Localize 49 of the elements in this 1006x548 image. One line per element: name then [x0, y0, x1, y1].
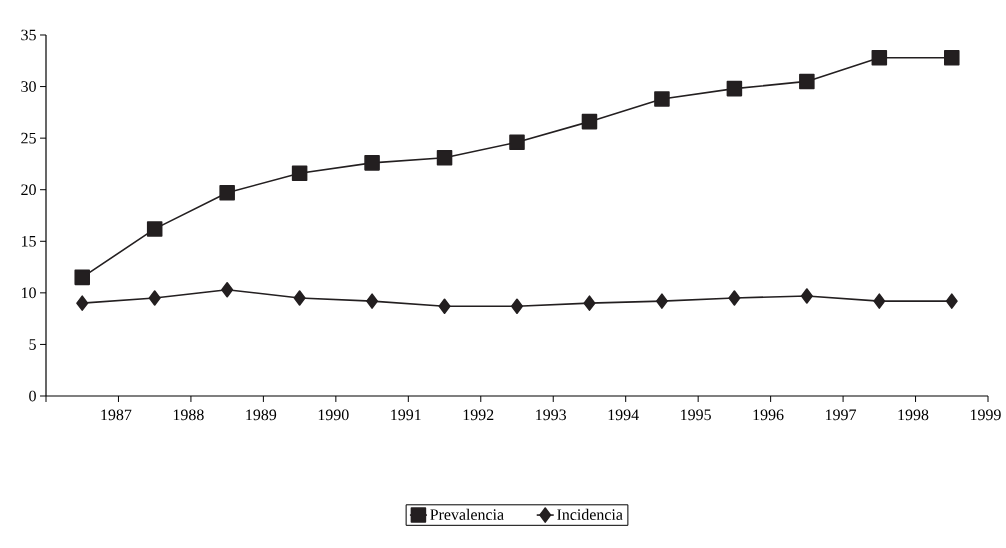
point [293, 290, 306, 306]
x-tick-label: 1989 [246, 409, 277, 421]
y-tick-label: 30 [21, 81, 36, 92]
x-tick-label: 1991 [391, 409, 421, 421]
point [510, 298, 524, 315]
x-tick-label: 1992 [463, 409, 494, 421]
point [438, 298, 451, 315]
point [655, 293, 668, 309]
point [436, 149, 453, 166]
point [800, 288, 813, 304]
point [581, 113, 598, 130]
x-tick-label: 1998 [898, 409, 929, 421]
point [366, 293, 379, 309]
y-tick-label: 10 [21, 287, 36, 299]
point [726, 80, 743, 97]
point [654, 91, 670, 107]
x-tick-label: 1997 [826, 409, 857, 421]
point [221, 281, 234, 298]
x-tick-label: 1990 [318, 409, 349, 421]
y-tick-label: 20 [21, 184, 36, 196]
x-tick-label: 1987 [101, 409, 132, 421]
x-tick-label: 1999 [970, 409, 1001, 421]
point [944, 49, 960, 66]
point [728, 290, 741, 306]
x-tick-label: 1988 [173, 409, 204, 421]
y-tick-label: 35 [21, 29, 36, 41]
y-tick-label: 0 [29, 390, 36, 402]
point [945, 293, 958, 309]
point [871, 49, 888, 66]
point [291, 165, 308, 181]
point [74, 269, 91, 286]
legend-label: Prevalencia [430, 508, 504, 520]
point [76, 295, 89, 311]
point [146, 221, 163, 237]
x-tick-label: 1993 [536, 409, 567, 421]
point [364, 155, 380, 171]
y-tick-label: 25 [21, 132, 36, 144]
point [873, 293, 886, 309]
point [799, 73, 815, 90]
point [509, 134, 525, 151]
x-tick-label: 1995 [681, 409, 711, 421]
point [219, 185, 235, 201]
legend-label: Incidencia [557, 508, 623, 520]
x-tick-label: 1996 [753, 409, 784, 421]
point [148, 290, 161, 306]
point [583, 295, 596, 311]
y-tick-label: 15 [21, 235, 36, 247]
x-tick-label: 1994 [608, 409, 639, 421]
y-tick-label: 5 [29, 339, 36, 350]
